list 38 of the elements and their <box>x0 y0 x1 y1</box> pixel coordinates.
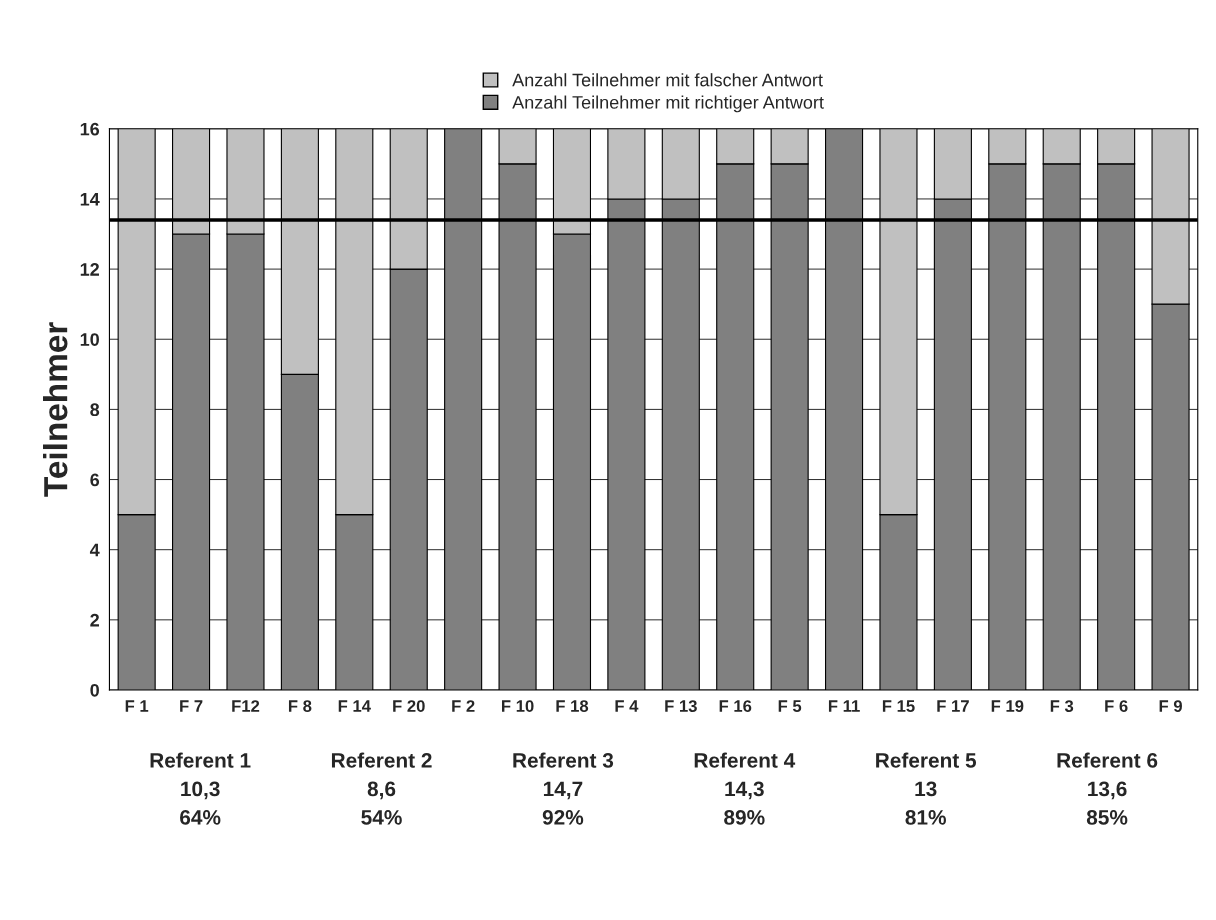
x-tick-label: F 20 <box>393 700 425 712</box>
x-tick-label: F 9 <box>1159 700 1182 712</box>
y-axis-title: Teilnehmer <box>43 322 68 497</box>
x-tick-label: F 15 <box>882 700 915 712</box>
text: Referent 1 10,3 64% <box>150 752 251 825</box>
text: Referent 4 14,3 89% <box>694 752 796 825</box>
x-tick-label: F 1 <box>125 700 149 712</box>
x-tick-label: F 3 <box>1050 700 1074 712</box>
x-tick-label: F 7 <box>180 700 203 712</box>
legend-label: Anzahl Teilnehmer mit falscher Antwort <box>512 73 823 87</box>
x-tick-label: F12 <box>232 700 260 712</box>
y-tick-label: 2 <box>90 613 99 627</box>
text: Referent 3 14,7 92% <box>513 752 614 825</box>
y-tick-label: 4 <box>89 543 100 557</box>
y-tick-label: 6 <box>90 473 100 487</box>
x-tick-label: F 11 <box>828 700 860 712</box>
y-tick-label: 10 <box>80 333 99 346</box>
x-tick-label: F 4 <box>615 700 639 712</box>
y-tick-label: 0 <box>90 683 99 697</box>
x-tick-label: F 5 <box>778 700 802 712</box>
x-tick-label: F 17 <box>937 700 969 712</box>
x-tick-label: F 19 <box>991 700 1024 712</box>
text: Referent 5 13 81% <box>876 752 977 825</box>
x-tick-label: F 18 <box>556 700 589 712</box>
y-tick-label: 8 <box>90 403 100 417</box>
y-tick-label: 16 <box>80 122 100 136</box>
x-tick-label: F 16 <box>719 700 752 712</box>
x-tick-label: F 8 <box>288 700 312 712</box>
legend-label: Anzahl Teilnehmer mit richtiger Antwort <box>512 95 824 113</box>
x-tick-label: F 13 <box>665 700 697 712</box>
x-tick-label: F 2 <box>452 700 475 712</box>
x-tick-label: F 14 <box>338 700 371 712</box>
text: Referent 6 13,6 85% <box>1057 752 1158 825</box>
text: Referent 2 8,6 54% <box>331 752 432 825</box>
y-tick-label: 12 <box>80 263 99 276</box>
x-tick-label: F 6 <box>1105 700 1128 712</box>
x-tick-label: F 10 <box>502 700 534 712</box>
y-tick-label: 14 <box>80 193 100 206</box>
